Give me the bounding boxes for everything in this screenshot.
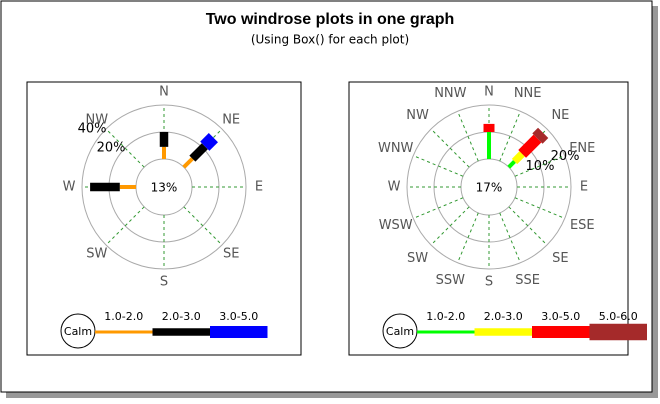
legend-label: 2.0-3.0	[484, 310, 523, 323]
direction-label: ESE	[570, 218, 595, 233]
spoke	[430, 128, 470, 168]
direction-label: E	[580, 180, 588, 195]
spoke	[183, 206, 223, 246]
direction-label: NE	[222, 112, 240, 127]
wind-segment	[200, 133, 218, 151]
legend-label: 3.0-5.0	[541, 310, 580, 323]
direction-label: WSW	[379, 218, 413, 233]
legend-calm-label: Calm	[64, 325, 92, 338]
legend-swatch	[95, 330, 153, 334]
legend-label: 5.0-6.0	[599, 310, 638, 323]
direction-label: ENE	[569, 141, 595, 156]
spoke	[457, 111, 479, 162]
spoke	[457, 212, 479, 263]
range-label: 40%	[78, 122, 107, 137]
wind-segment	[511, 151, 525, 165]
direction-label: NW	[406, 108, 429, 123]
spoke	[514, 155, 565, 177]
legend-swatch	[589, 323, 647, 341]
wind-segment	[189, 143, 208, 162]
wind-segment	[518, 134, 542, 158]
direction-label: N	[484, 85, 494, 100]
legend-label: 3.0-5.0	[219, 310, 258, 323]
wind-segment	[507, 160, 516, 169]
direction-label: SW	[86, 247, 107, 262]
spoke	[105, 128, 145, 168]
spoke	[413, 155, 464, 177]
direction-label: SE	[223, 247, 239, 262]
wind-segment	[182, 157, 194, 169]
legend-swatch	[417, 330, 475, 334]
direction-label: SSE	[515, 273, 540, 288]
direction-label: W	[388, 180, 401, 195]
direction-label: WNW	[378, 141, 414, 156]
range-label: 20%	[551, 149, 580, 164]
plot-box	[348, 81, 629, 356]
direction-label: N	[159, 85, 169, 100]
legend-label: 2.0-3.0	[162, 310, 201, 323]
legend-swatch	[210, 326, 268, 338]
direction-label: NE	[551, 108, 569, 123]
direction-label: E	[255, 180, 263, 195]
range-label: 20%	[97, 141, 126, 156]
direction-label: SSW	[436, 273, 466, 288]
direction-label: S	[485, 275, 493, 290]
spoke	[430, 206, 470, 246]
range-ring	[406, 104, 572, 270]
legend-calm-label: Calm	[386, 325, 414, 338]
legend-swatch	[152, 328, 210, 336]
wind-segment	[532, 127, 549, 144]
direction-label: W	[63, 180, 76, 195]
direction-label: NNE	[514, 86, 542, 101]
subtitle: (Using Box() for each plot)	[251, 33, 409, 47]
direction-label: SW	[407, 251, 428, 266]
legend-label: 1.0-2.0	[426, 310, 465, 323]
range-ring	[81, 104, 247, 270]
direction-label: SE	[552, 251, 568, 266]
spoke	[413, 197, 464, 219]
direction-label: S	[160, 275, 168, 290]
legend-swatch	[474, 328, 532, 336]
spoke	[514, 197, 565, 219]
legend-label: 1.0-2.0	[104, 310, 143, 323]
direction-label: NNW	[434, 86, 466, 101]
spoke	[499, 212, 521, 263]
title: Two windrose plots in one graph	[206, 11, 455, 28]
direction-label: NW	[86, 112, 109, 127]
spoke	[105, 206, 145, 246]
calm-value: 13%	[151, 181, 178, 195]
spoke	[508, 206, 548, 246]
plot-box	[26, 81, 302, 356]
spoke	[499, 111, 521, 162]
calm-value: 17%	[476, 181, 503, 195]
legend-swatch	[532, 326, 590, 338]
